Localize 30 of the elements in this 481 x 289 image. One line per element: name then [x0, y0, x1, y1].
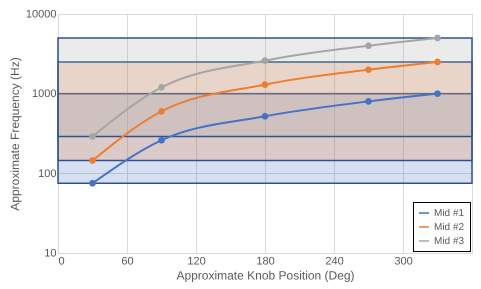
- x-tick-label: 180: [256, 256, 275, 268]
- point: [262, 57, 268, 64]
- point: [89, 180, 96, 187]
- y-tick-label: 1000: [32, 88, 56, 100]
- point: [365, 98, 372, 105]
- x-tick-label: 120: [187, 256, 206, 268]
- y-tick-label: 10000: [26, 8, 56, 20]
- point: [434, 58, 441, 66]
- x-tick-label: 0: [58, 256, 65, 268]
- point: [89, 157, 96, 164]
- y-tick-label: 10: [44, 248, 56, 260]
- point: [262, 112, 268, 120]
- point: [434, 34, 441, 42]
- legend-label: Mid #3: [434, 236, 464, 247]
- x-tick-label: 240: [325, 256, 344, 268]
- legend-label: Mid #1: [434, 208, 464, 219]
- x-tick-label: 60: [121, 256, 134, 268]
- x-tick-label: 300: [394, 256, 413, 268]
- point: [158, 84, 165, 91]
- y-tick-label: 100: [38, 168, 56, 180]
- x-axis-title: Approximate Knob Position (Deg): [176, 268, 355, 282]
- point: [434, 90, 441, 98]
- point: [158, 108, 165, 115]
- y-axis-title: Approximate Frequency (Hz): [8, 57, 22, 211]
- point: [89, 133, 96, 140]
- point: [365, 42, 372, 50]
- point: [365, 66, 372, 74]
- point: [262, 81, 268, 88]
- point: [158, 136, 165, 144]
- legend-label: Mid #2: [434, 222, 464, 233]
